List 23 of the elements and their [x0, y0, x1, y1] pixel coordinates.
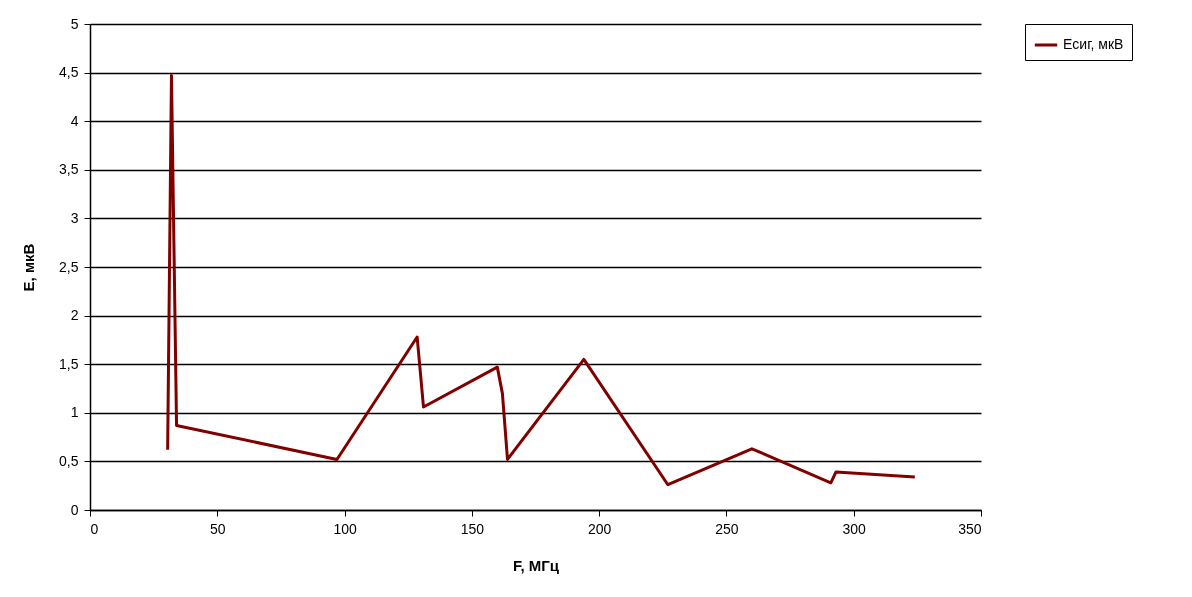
x-axis-title: F, МГц	[512, 556, 560, 574]
y-tick-label: 2	[70, 307, 79, 324]
y-tick-label: 0	[70, 501, 79, 518]
y-tick-label: 1,5	[59, 355, 79, 372]
x-tick-label: 0	[90, 520, 99, 537]
x-tick-label: 250	[715, 520, 739, 537]
line-series	[166, 74, 917, 487]
y-tick-label: 1	[70, 404, 79, 421]
y-tick-label: 0,5	[59, 452, 79, 469]
x-tick-label: 350	[958, 520, 982, 537]
y-tick-label: 3,5	[59, 161, 79, 178]
legend-label: Eсиг, мкВ	[1063, 36, 1124, 52]
x-tick-label: 50	[210, 520, 226, 537]
y-tick-label: 2,5	[59, 258, 79, 275]
x-tick-label: 150	[460, 520, 485, 537]
x-tick-label: 100	[333, 520, 357, 537]
y-tick-label: 3	[70, 209, 79, 226]
y-tick-label: 5	[70, 15, 79, 32]
x-tick-label: 200	[587, 520, 612, 537]
y-axis-title: E, мкВ	[20, 243, 38, 292]
y-tick-label: 4	[70, 112, 79, 129]
y-tick-label: 4,5	[59, 64, 79, 81]
x-tick-label: 300	[842, 520, 867, 537]
